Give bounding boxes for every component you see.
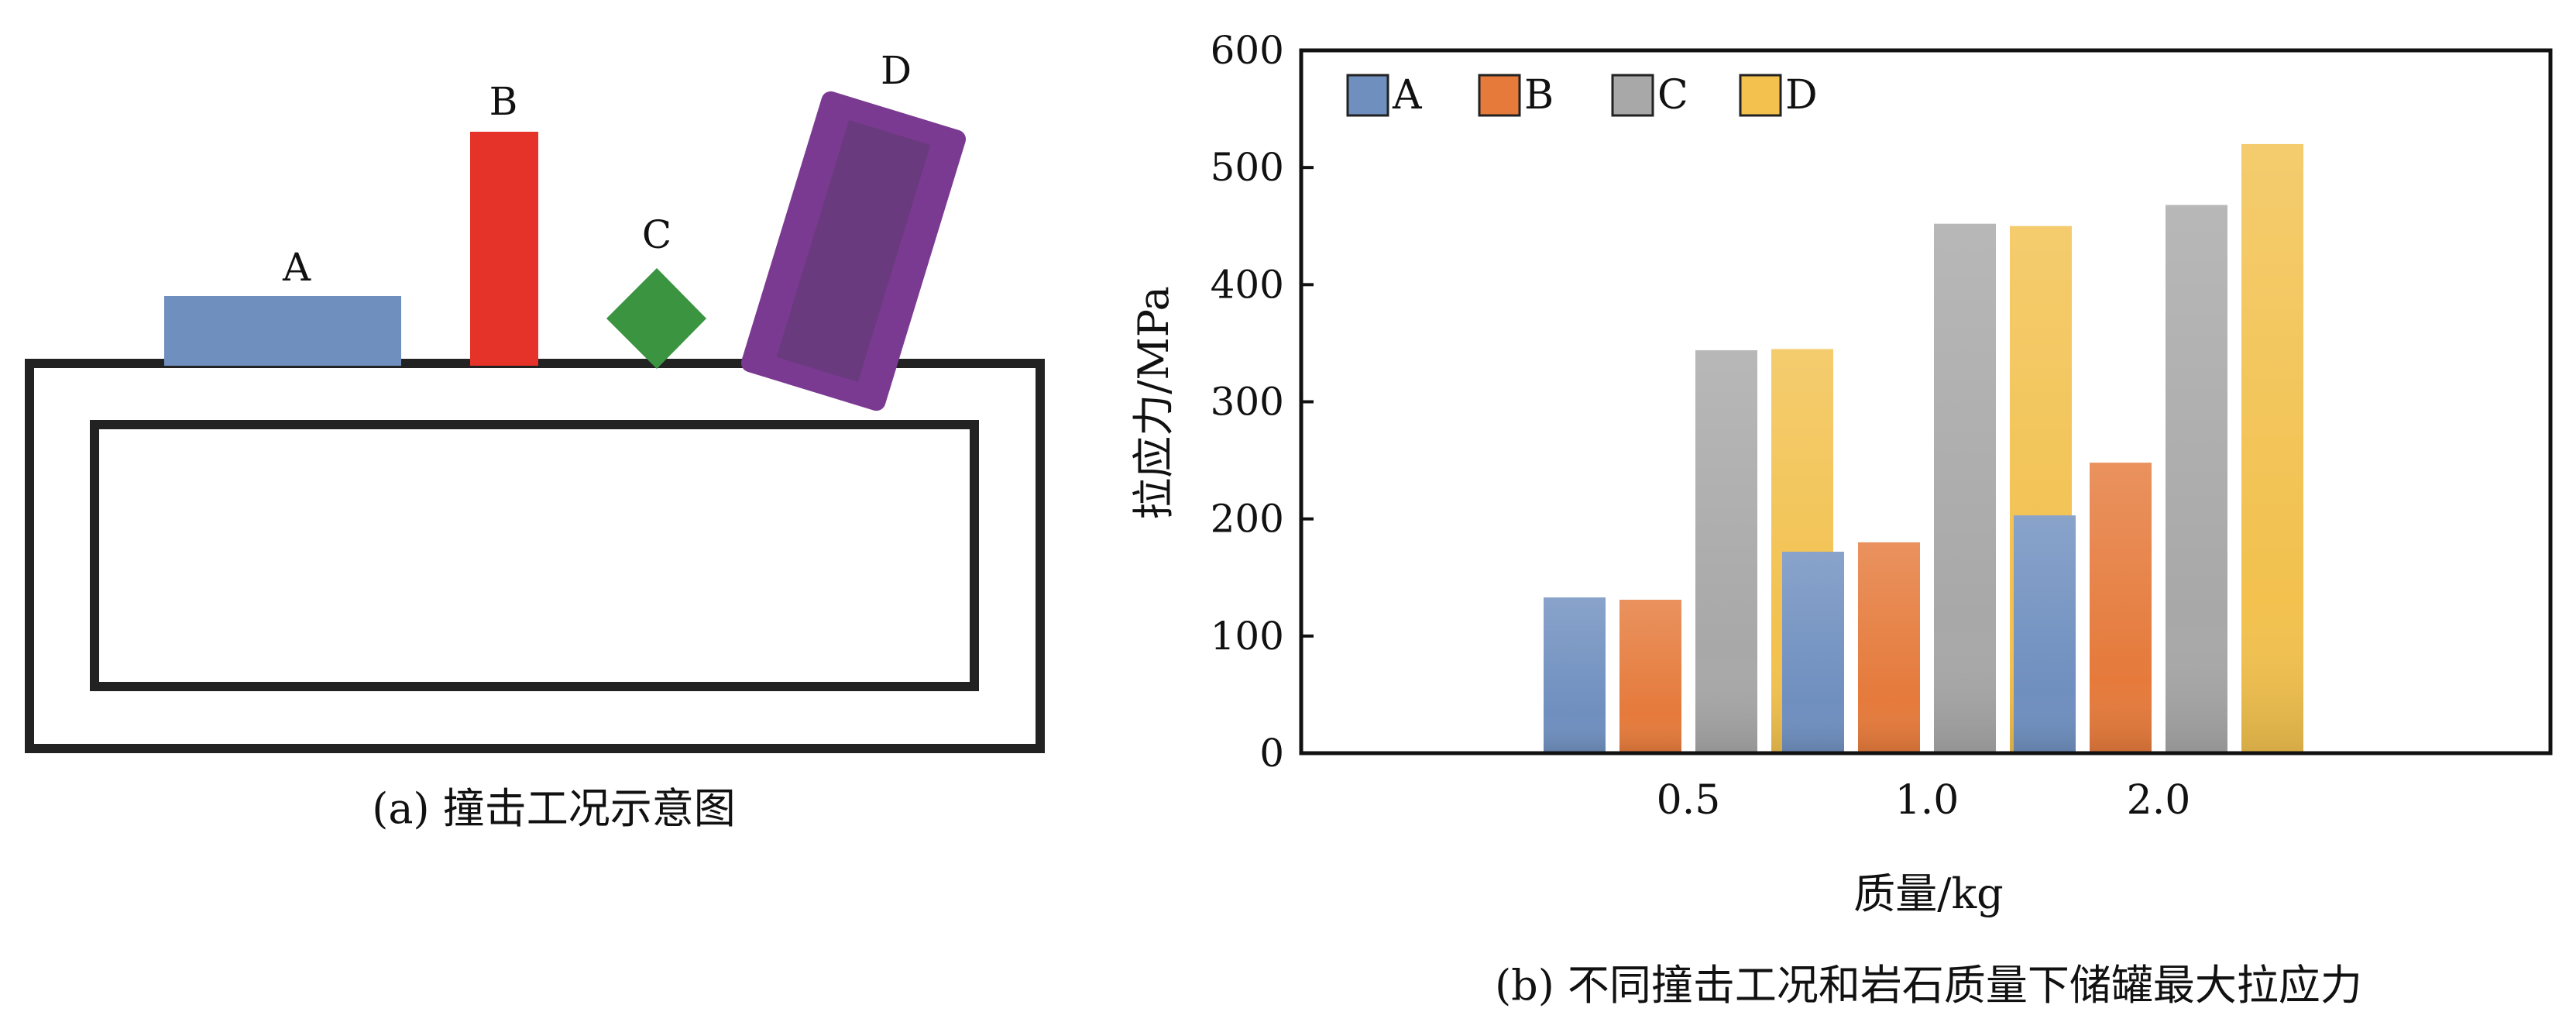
- legend-label-a: A: [1392, 72, 1423, 119]
- legend-swatch-b: [1478, 74, 1521, 117]
- legend-swatch-c: [1611, 74, 1654, 117]
- bar-shading: [1858, 542, 1920, 753]
- bar-shading: [1782, 551, 1844, 753]
- plot-frame: [1299, 48, 2553, 755]
- rock-b-shape: [470, 132, 538, 366]
- panel-b-chart: 0 100 200 300 400 500 600 0.5 1.0 2.0 A B C D 拉应力/M…: [1129, 28, 2553, 1010]
- bar-shading: [1619, 599, 1681, 753]
- y-axis-ticks: 0 100 200 300 400 500 600: [1211, 28, 1314, 776]
- legend-label-b: B: [1524, 72, 1554, 119]
- rock-c-shape: [606, 268, 706, 369]
- y-tick-label: 400: [1211, 262, 1284, 307]
- x-axis-title: 质量/kg: [1853, 869, 2003, 918]
- x-tick-label: 1.0: [1895, 777, 1959, 824]
- bar-shading: [2090, 463, 2152, 753]
- y-tick-label: 100: [1211, 614, 1284, 659]
- rock-d-label: D: [881, 48, 912, 93]
- legend-label-c: C: [1657, 72, 1688, 119]
- caption-a: (a) 撞击工况示意图: [372, 784, 736, 833]
- y-tick-label: 200: [1211, 497, 1284, 542]
- y-axis-title: 拉应力/MPa: [1129, 286, 1178, 520]
- y-tick-label: 300: [1211, 380, 1284, 425]
- bar-shading: [1695, 349, 1757, 753]
- legend-label-d: D: [1785, 72, 1818, 119]
- x-tick-label: 0.5: [1657, 777, 1721, 824]
- tank-inner-frame: [90, 420, 979, 691]
- caption-b: (b) 不同撞击工况和岩石质量下储罐最大拉应力: [1495, 961, 2362, 1010]
- rock-a-shape: [164, 296, 401, 366]
- bar-shading: [2166, 205, 2227, 753]
- bar-shading: [1544, 597, 1606, 753]
- legend-swatch-a: [1346, 74, 1389, 117]
- bar-shading: [2014, 515, 2076, 753]
- y-tick-label: 600: [1211, 28, 1284, 73]
- y-tick-label: 0: [1259, 731, 1284, 776]
- legend-swatch-d: [1739, 74, 1782, 117]
- bars-layer: [1544, 143, 2303, 754]
- panel-a-schematic: A B C D (a) 撞击工况示意图: [25, 48, 1045, 833]
- x-axis-ticks: 0.5 1.0 2.0: [1657, 777, 2191, 824]
- bar-shading: [1934, 223, 1996, 753]
- legend: A B C D: [1346, 72, 1818, 119]
- y-tick-label: 500: [1211, 145, 1284, 190]
- rock-b-label: B: [489, 79, 518, 124]
- rock-d-shape: [740, 91, 967, 411]
- bar-shading: [2241, 143, 2303, 753]
- rock-c-label: C: [642, 212, 671, 257]
- rock-a-label: A: [282, 245, 311, 290]
- x-tick-label: 2.0: [2127, 777, 2191, 824]
